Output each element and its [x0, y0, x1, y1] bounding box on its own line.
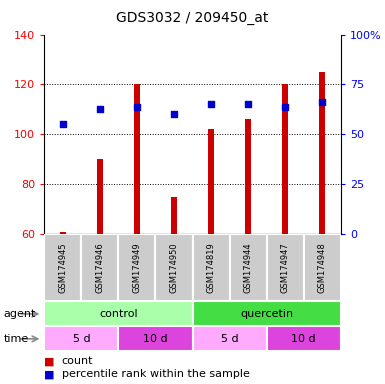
- Bar: [44, 234, 81, 301]
- Text: 10 d: 10 d: [291, 334, 316, 344]
- Bar: [192, 234, 229, 301]
- Bar: [245, 119, 251, 234]
- Point: [282, 104, 288, 110]
- Text: GSM174946: GSM174946: [95, 242, 104, 293]
- Bar: [119, 326, 192, 351]
- Bar: [320, 72, 325, 234]
- Text: time: time: [4, 334, 29, 344]
- Bar: [192, 326, 267, 351]
- Text: percentile rank within the sample: percentile rank within the sample: [62, 369, 249, 379]
- Bar: [208, 129, 214, 234]
- Text: quercetin: quercetin: [240, 309, 293, 319]
- Bar: [60, 232, 65, 234]
- Text: GSM174949: GSM174949: [132, 243, 141, 293]
- Text: GSM174947: GSM174947: [281, 242, 290, 293]
- Text: agent: agent: [4, 309, 36, 319]
- Bar: [156, 234, 192, 301]
- Text: GSM174819: GSM174819: [206, 242, 216, 293]
- Text: 10 d: 10 d: [143, 334, 168, 344]
- Text: GSM174950: GSM174950: [169, 243, 179, 293]
- Point: [319, 99, 325, 105]
- Bar: [44, 301, 192, 326]
- Point: [208, 101, 214, 108]
- Bar: [171, 197, 177, 234]
- Point: [97, 106, 103, 113]
- Text: GSM174944: GSM174944: [244, 243, 253, 293]
- Text: control: control: [99, 309, 138, 319]
- Text: ■: ■: [44, 356, 55, 366]
- Point: [171, 111, 177, 118]
- Bar: [304, 234, 341, 301]
- Text: 5 d: 5 d: [221, 334, 238, 344]
- Bar: [282, 84, 288, 234]
- Bar: [267, 326, 341, 351]
- Bar: [134, 84, 140, 234]
- Point: [245, 101, 251, 108]
- Point: [60, 121, 66, 127]
- Text: 5 d: 5 d: [72, 334, 90, 344]
- Bar: [119, 234, 156, 301]
- Text: GSM174948: GSM174948: [318, 242, 327, 293]
- Bar: [44, 326, 119, 351]
- Point: [134, 104, 140, 110]
- Text: count: count: [62, 356, 93, 366]
- Bar: [81, 234, 119, 301]
- Text: GDS3032 / 209450_at: GDS3032 / 209450_at: [116, 11, 269, 25]
- Bar: [229, 234, 266, 301]
- Bar: [192, 301, 341, 326]
- Text: GSM174945: GSM174945: [58, 243, 67, 293]
- Bar: [97, 159, 103, 234]
- Bar: [267, 234, 304, 301]
- Text: ■: ■: [44, 369, 55, 379]
